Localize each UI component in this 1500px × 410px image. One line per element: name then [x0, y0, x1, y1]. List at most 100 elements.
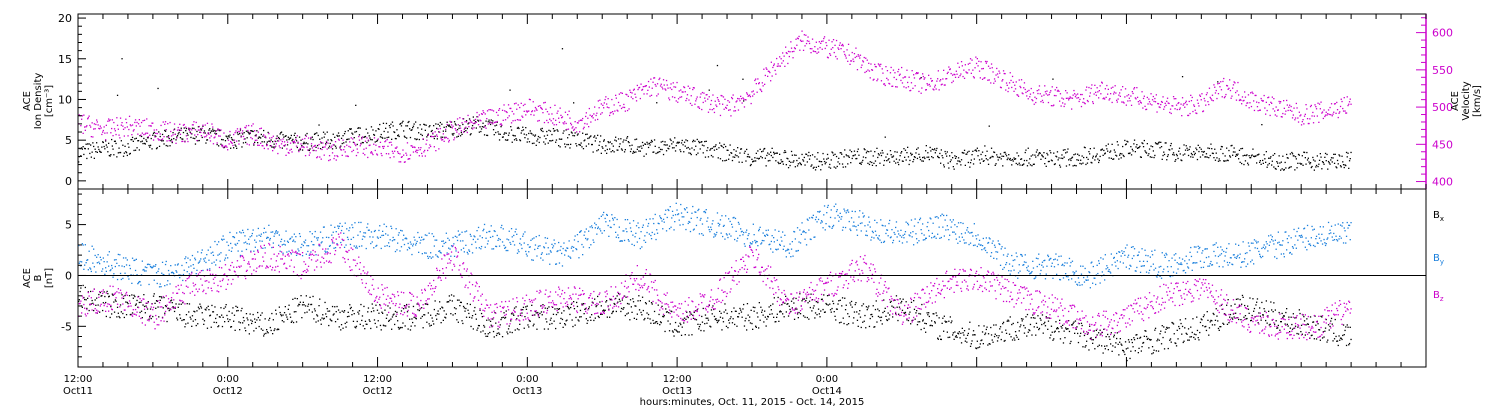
density-point	[697, 152, 699, 154]
density-point	[534, 134, 537, 136]
velocity-point	[501, 109, 504, 111]
bx-point	[702, 307, 704, 310]
bx-point	[164, 305, 167, 307]
density-point	[956, 163, 958, 165]
density-point	[746, 148, 748, 151]
bx-point	[910, 301, 913, 303]
bx-point	[1217, 320, 1219, 322]
velocity-point	[391, 144, 393, 146]
bx-point	[944, 320, 946, 322]
velocity-point	[658, 78, 660, 81]
velocity-point	[177, 126, 179, 129]
velocity-point	[785, 46, 787, 48]
velocity-point	[728, 101, 731, 103]
bx-point	[780, 311, 782, 313]
bx-point	[134, 304, 137, 306]
velocity-point	[786, 52, 788, 55]
density-point	[200, 129, 203, 131]
bx-point	[239, 322, 242, 324]
bx-point	[162, 307, 164, 309]
velocity-point	[403, 161, 406, 163]
density-point	[1019, 164, 1021, 166]
bx-point	[606, 300, 608, 302]
bx-point	[1032, 317, 1035, 319]
density-point	[929, 146, 931, 149]
density-point	[935, 149, 937, 152]
bx-point	[1119, 338, 1121, 340]
bx-point	[867, 307, 869, 309]
density-point	[1244, 160, 1247, 162]
velocity-point	[176, 129, 179, 131]
velocity-point	[710, 103, 712, 106]
density-point	[143, 142, 146, 145]
density-point	[755, 152, 757, 154]
bx-point	[707, 319, 710, 321]
density-point	[1213, 157, 1215, 159]
velocity-point	[271, 137, 273, 139]
density-point	[918, 153, 920, 155]
bx-point	[261, 312, 263, 314]
velocity-point	[255, 135, 257, 137]
density-point	[86, 157, 88, 160]
density-point	[1101, 149, 1103, 151]
bx-point	[918, 312, 920, 315]
bx-point	[528, 320, 531, 322]
bx-point	[552, 313, 555, 315]
density-point	[616, 149, 618, 151]
velocity-point	[442, 133, 444, 135]
bx-point	[647, 317, 649, 319]
bx-point	[964, 340, 966, 342]
bx-point	[719, 310, 721, 312]
velocity-point	[444, 137, 446, 139]
velocity-point	[588, 126, 590, 128]
bx-point	[1112, 345, 1114, 347]
bx-point	[1148, 338, 1151, 341]
density-point	[720, 144, 722, 147]
velocity-point	[152, 122, 154, 124]
velocity-point	[649, 95, 651, 97]
density-point	[1049, 150, 1051, 152]
velocity-point	[92, 136, 94, 138]
bx-point	[594, 298, 596, 300]
bx-point	[167, 307, 170, 309]
velocity-point	[975, 56, 977, 58]
bx-point	[895, 313, 897, 315]
bx-point	[813, 305, 815, 307]
bx-point	[898, 306, 901, 308]
density-point	[796, 159, 798, 162]
density-point	[1020, 158, 1022, 160]
bx-point	[507, 333, 509, 335]
velocity-point	[400, 161, 402, 163]
density-point	[169, 145, 171, 147]
velocity-point	[295, 138, 297, 141]
density-point	[641, 141, 644, 144]
density-point	[267, 131, 269, 134]
density-point	[682, 144, 684, 146]
velocity-point	[1205, 94, 1208, 96]
density-point	[578, 143, 580, 146]
density-point	[1221, 146, 1223, 148]
velocity-point	[351, 150, 353, 153]
density-point	[945, 153, 947, 155]
velocity-point	[1227, 88, 1229, 90]
density-point	[1154, 142, 1157, 144]
density-point	[664, 141, 666, 143]
bx-point	[783, 316, 785, 318]
bx-point	[1062, 342, 1065, 344]
density-point	[504, 132, 506, 134]
velocity-point	[1148, 101, 1151, 103]
density-point	[590, 135, 592, 137]
velocity-point	[323, 154, 325, 156]
density-point	[1322, 161, 1324, 164]
velocity-point	[769, 71, 771, 74]
density-point	[877, 153, 880, 155]
velocity-point	[546, 111, 549, 113]
velocity-point	[694, 103, 696, 105]
bx-point	[158, 296, 161, 298]
density-point	[351, 132, 353, 134]
velocity-point	[149, 134, 151, 136]
density-point	[790, 161, 792, 163]
density-point	[1097, 158, 1099, 160]
velocity-point	[1345, 112, 1348, 114]
density-point	[820, 169, 822, 171]
